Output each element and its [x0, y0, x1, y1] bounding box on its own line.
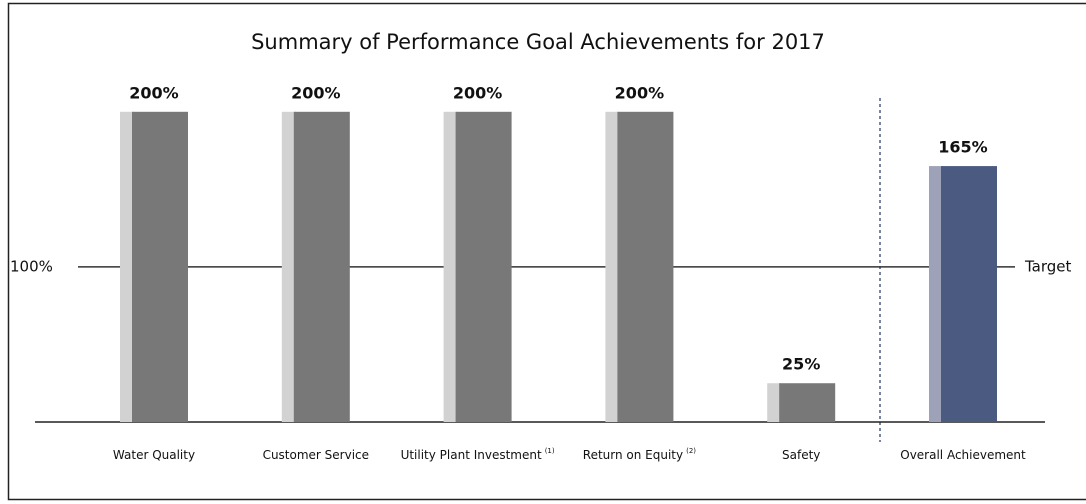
- value-label: 200%: [453, 83, 502, 102]
- bar: [455, 111, 512, 422]
- category-name: Overall Achievement: [900, 448, 1026, 462]
- bar: [617, 111, 674, 422]
- x-tick-label: Water Quality: [113, 448, 195, 462]
- category-name: Return on Equity: [583, 448, 683, 462]
- x-tick-label: Customer Service: [263, 448, 369, 462]
- x-tick-label: Safety: [782, 448, 820, 462]
- x-tick-label: Overall Achievement: [900, 448, 1026, 462]
- bar-shade: [605, 111, 620, 422]
- bar-shade: [281, 111, 296, 422]
- bar-shade: [120, 111, 134, 422]
- chart-title: Summary of Performance Goal Achievements…: [251, 30, 825, 54]
- bar: [941, 166, 997, 422]
- bar-shade: [767, 383, 782, 422]
- value-label: 200%: [129, 83, 178, 102]
- bar-shade: [929, 166, 943, 422]
- x-tick-label: Utility Plant Investment (1): [401, 447, 555, 462]
- value-label: 200%: [615, 83, 664, 102]
- value-label: 200%: [291, 83, 340, 102]
- footnote-mark: (2): [686, 447, 696, 455]
- value-label: 165%: [938, 138, 987, 157]
- target-value-label: 100%: [10, 257, 53, 275]
- bar: [132, 111, 188, 422]
- category-name: Safety: [782, 448, 820, 462]
- bar-shade: [443, 111, 458, 422]
- frame: [7, 2, 1086, 501]
- footnote-mark: (1): [545, 447, 555, 455]
- x-tick-label: Return on Equity (2): [583, 447, 697, 462]
- category-name: Water Quality: [113, 448, 195, 462]
- target-label: Target: [1024, 257, 1072, 275]
- bar: [293, 111, 350, 422]
- category-name: Utility Plant Investment: [401, 448, 542, 462]
- value-label: 25%: [782, 355, 820, 374]
- bar: [779, 383, 836, 422]
- category-name: Customer Service: [263, 448, 369, 462]
